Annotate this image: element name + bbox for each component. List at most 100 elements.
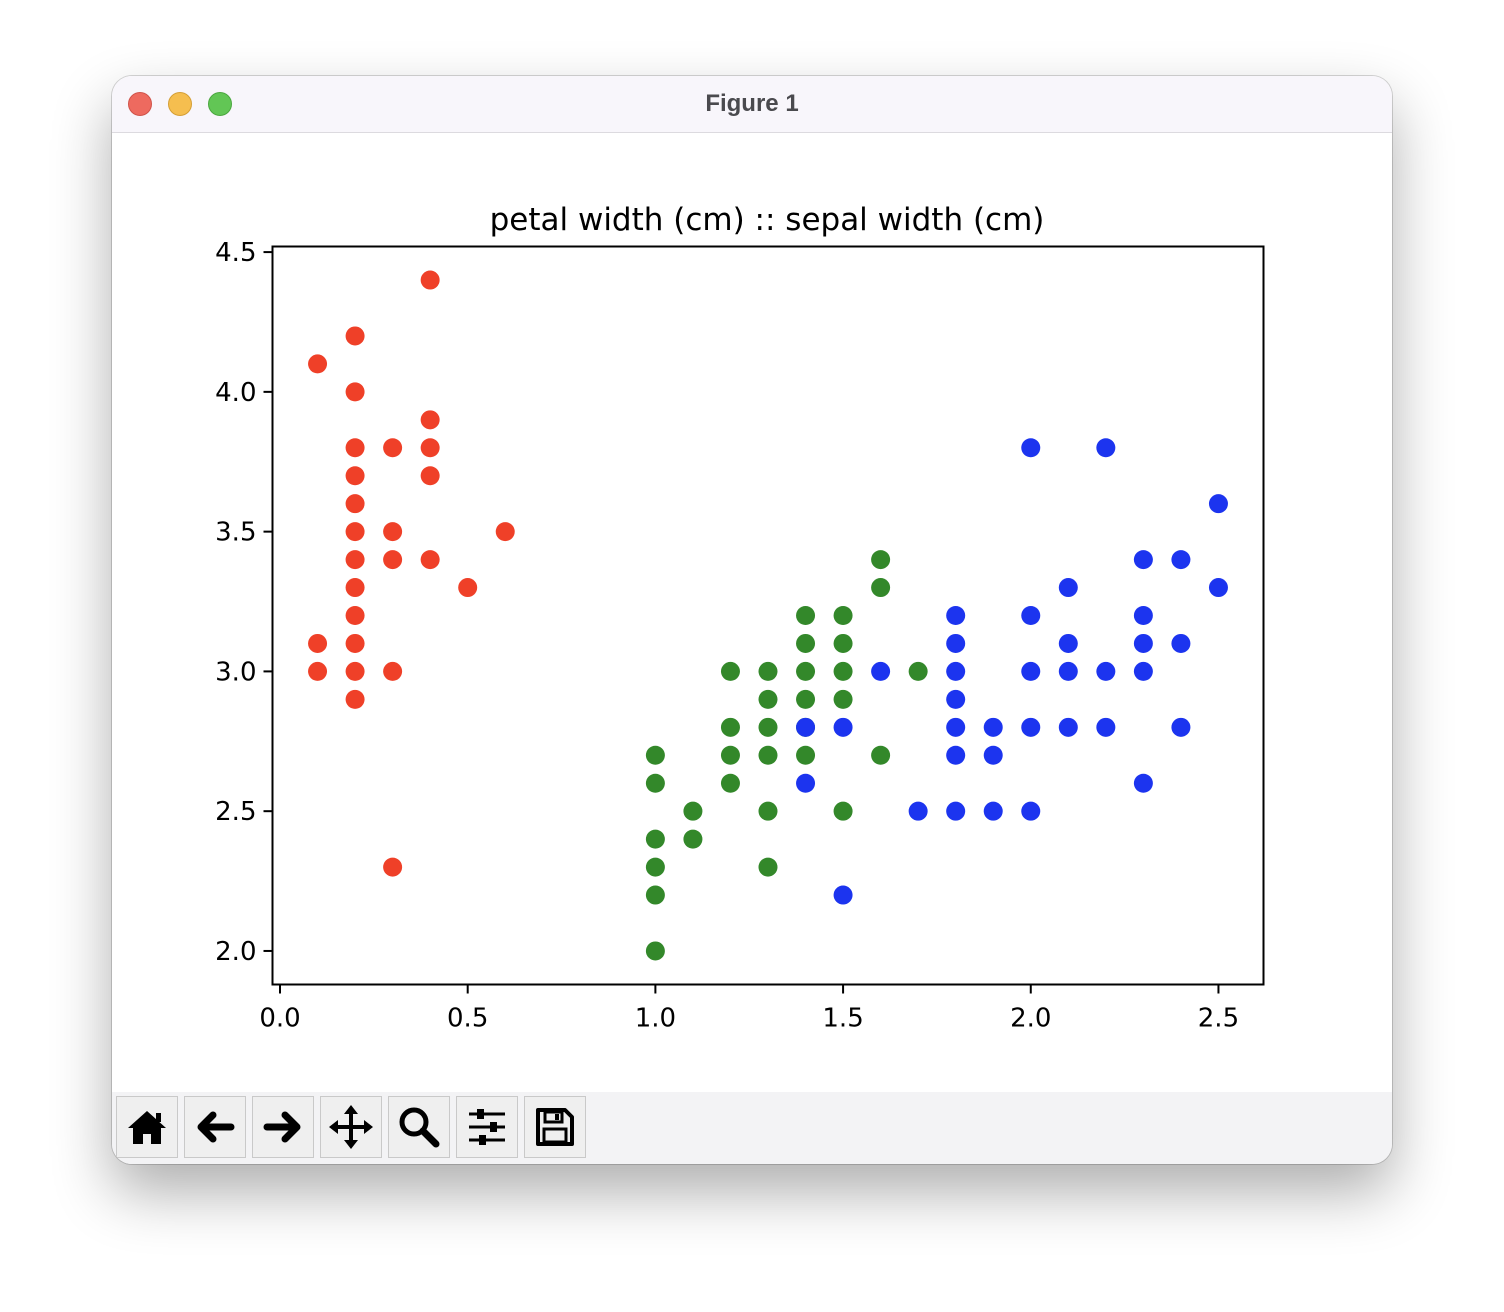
- scatter-point-series-1: [383, 661, 403, 681]
- scatter-point-series-3: [1021, 801, 1041, 821]
- pan-button[interactable]: [320, 1096, 382, 1158]
- scatter-point-series-2: [796, 606, 816, 625]
- forward-button[interactable]: [252, 1096, 314, 1158]
- window-title: Figure 1: [705, 90, 799, 117]
- scatter-point-series-3: [983, 801, 1003, 821]
- scatter-point-series-1: [383, 550, 403, 570]
- scatter-point-series-2: [833, 633, 853, 653]
- scatter-point-series-3: [983, 745, 1003, 765]
- scatter-point-series-1: [308, 633, 328, 653]
- scatter-point-series-2: [833, 606, 853, 625]
- sliders-icon: [469, 1109, 505, 1145]
- scatter-point-series-3: [1171, 717, 1191, 737]
- scatter-point-series-3: [1208, 578, 1228, 598]
- scatter-point-series-1: [383, 857, 403, 877]
- scatter-point-series-2: [645, 941, 665, 961]
- scatter-point-series-2: [908, 661, 928, 681]
- scatter-point-series-3: [1208, 494, 1228, 514]
- chart-title: petal width (cm) :: sepal width (cm): [490, 202, 1045, 238]
- scatter-point-series-2: [720, 773, 740, 793]
- scatter-point-series-2: [796, 689, 816, 709]
- close-window-button[interactable]: [128, 92, 152, 116]
- scatter-point-series-2: [758, 689, 778, 709]
- scatter-point-series-1: [345, 633, 365, 653]
- back-button[interactable]: [184, 1096, 246, 1158]
- magnifier-icon: [399, 1107, 440, 1148]
- figure-window: Figure 1 petal width (cm) :: sepal width…: [112, 76, 1392, 1164]
- scatter-point-series-3: [1058, 717, 1078, 737]
- x-tick-label: 0.0: [259, 1004, 300, 1034]
- scatter-point-series-2: [871, 578, 891, 598]
- scatter-point-series-1: [345, 661, 365, 681]
- scatter-point-series-3: [946, 745, 966, 765]
- scatter-point-series-1: [345, 494, 365, 514]
- title-bar: Figure 1: [112, 76, 1392, 133]
- scatter-point-series-1: [345, 382, 365, 402]
- arrow-right-icon: [263, 1111, 301, 1143]
- scatter-point-series-2: [645, 745, 665, 765]
- scatter-point-series-2: [796, 745, 816, 765]
- scatter-point-series-1: [495, 522, 515, 542]
- y-tick-label: 4.5: [215, 238, 256, 268]
- move-icon: [329, 1105, 373, 1149]
- scatter-point-series-2: [758, 801, 778, 821]
- scatter-point-series-1: [420, 438, 440, 458]
- zoom-window-button[interactable]: [208, 92, 232, 116]
- scatter-point-series-1: [420, 270, 440, 290]
- scatter-point-series-2: [645, 829, 665, 849]
- scatter-point-series-2: [683, 801, 703, 821]
- home-button[interactable]: [116, 1096, 178, 1158]
- scatter-point-series-1: [345, 438, 365, 458]
- scatter-point-series-3: [1021, 661, 1041, 681]
- scatter-point-series-3: [946, 801, 966, 821]
- scatter-point-series-3: [1058, 578, 1078, 598]
- scatter-point-series-3: [1096, 661, 1116, 681]
- scatter-point-series-1: [308, 354, 328, 374]
- scatter-point-series-3: [946, 661, 966, 681]
- scatter-point-series-2: [758, 857, 778, 877]
- scatter-point-series-3: [1058, 661, 1078, 681]
- configure-subplots-button[interactable]: [456, 1096, 518, 1158]
- y-tick-label: 2.5: [215, 797, 256, 827]
- minimize-window-button[interactable]: [168, 92, 192, 116]
- scatter-point-series-2: [645, 773, 665, 793]
- scatter-point-series-2: [683, 829, 703, 849]
- save-button[interactable]: [524, 1096, 586, 1158]
- scatter-point-series-3: [1171, 550, 1191, 570]
- scatter-point-series-1: [420, 466, 440, 486]
- y-tick-label: 4.0: [215, 378, 256, 408]
- scatter-point-series-1: [345, 550, 365, 570]
- x-tick-label: 2.0: [1010, 1004, 1051, 1034]
- scatter-point-series-1: [383, 522, 403, 542]
- scatter-point-series-3: [946, 689, 966, 709]
- scatter-point-series-3: [946, 606, 966, 625]
- scatter-point-series-2: [720, 661, 740, 681]
- scatter-point-series-2: [871, 745, 891, 765]
- scatter-point-series-3: [1133, 661, 1153, 681]
- scatter-point-series-1: [345, 689, 365, 709]
- scatter-point-series-2: [871, 550, 891, 570]
- x-tick-label: 0.5: [447, 1004, 488, 1034]
- scatter-point-series-3: [908, 801, 928, 821]
- scatter-point-series-3: [1171, 633, 1191, 653]
- scatter-point-series-3: [1133, 773, 1153, 793]
- scatter-point-series-1: [345, 326, 365, 346]
- scatter-point-series-2: [796, 633, 816, 653]
- y-tick-label: 3.5: [215, 518, 256, 548]
- scatter-point-series-3: [871, 661, 891, 681]
- scatter-point-series-3: [1021, 606, 1041, 625]
- scatter-point-series-2: [645, 857, 665, 877]
- scatter-point-series-3: [983, 717, 1003, 737]
- x-tick-label: 2.5: [1198, 1004, 1239, 1034]
- scatter-chart: petal width (cm) :: sepal width (cm) 0.0…: [215, 202, 1265, 1034]
- zoom-button[interactable]: [388, 1096, 450, 1158]
- scatter-point-series-1: [420, 550, 440, 570]
- scatter-point-series-3: [796, 773, 816, 793]
- scatter-point-series-2: [833, 801, 853, 821]
- scatter-point-series-1: [345, 578, 365, 598]
- y-tick-label: 2.0: [215, 937, 256, 967]
- scatter-point-series-3: [1133, 633, 1153, 653]
- scatter-point-series-3: [833, 885, 853, 905]
- x-tick-label: 1.0: [635, 1004, 676, 1034]
- scatter-point-series-3: [1096, 438, 1116, 458]
